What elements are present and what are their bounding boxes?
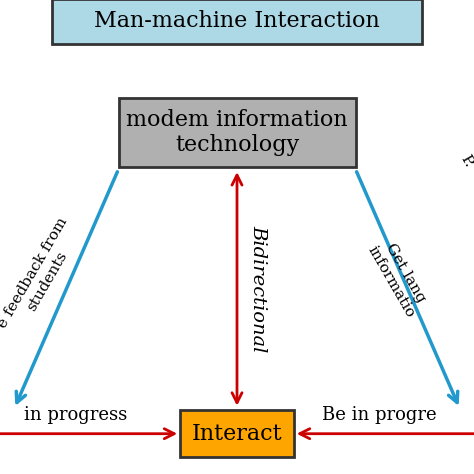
FancyBboxPatch shape — [180, 410, 294, 457]
Text: Be in progre: Be in progre — [322, 406, 437, 424]
Text: in progress: in progress — [24, 406, 128, 424]
Text: modem information
technology: modem information technology — [126, 109, 348, 156]
Text: Man-machine Interaction: Man-machine Interaction — [94, 10, 380, 32]
Text: Interact: Interact — [191, 423, 283, 445]
FancyBboxPatch shape — [118, 99, 356, 167]
Text: Bidirectional: Bidirectional — [249, 226, 267, 353]
FancyBboxPatch shape — [52, 0, 422, 44]
Text: Get lang
informatio: Get lang informatio — [365, 235, 431, 319]
Text: e feedback from
students: e feedback from students — [0, 216, 85, 339]
Text: P.: P. — [458, 153, 474, 170]
